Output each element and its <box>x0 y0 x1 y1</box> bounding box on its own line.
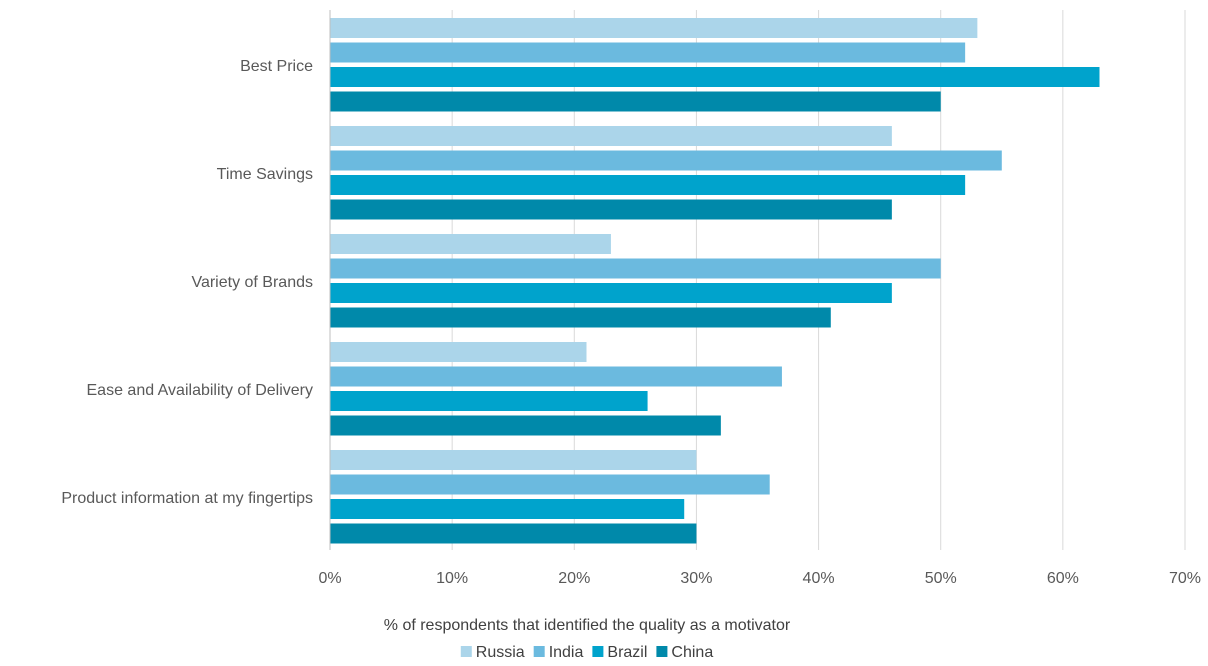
legend-swatch-russia <box>460 646 472 657</box>
bar-china <box>330 199 892 220</box>
bar-india <box>330 366 782 387</box>
bar-china <box>330 307 831 328</box>
legend-label-china: China <box>671 644 713 661</box>
bar-india <box>330 150 1002 171</box>
category-label: Time Savings <box>217 166 313 183</box>
x-tick-label: 10% <box>436 570 468 587</box>
bar-brazil <box>330 283 892 303</box>
x-tick-label: 20% <box>558 570 590 587</box>
bar-russia <box>330 18 978 38</box>
x-tick-label: 40% <box>803 570 835 587</box>
x-tick-label: 50% <box>925 570 957 587</box>
legend-swatch-brazil <box>592 646 604 657</box>
bar-russia <box>330 342 587 362</box>
x-tick-labels: 0% 10% 20% 30% 40% 50% 60% 70% <box>318 570 1201 587</box>
bar-brazil <box>330 391 648 411</box>
category-label: Best Price <box>240 58 313 75</box>
legend-label-india: India <box>549 644 584 661</box>
bar-india <box>330 474 770 495</box>
bar-china <box>330 91 941 112</box>
bar-russia <box>330 234 611 254</box>
x-tick-label: 60% <box>1047 570 1079 587</box>
x-tick-label: 70% <box>1169 570 1201 587</box>
legend-swatch-china <box>656 646 668 657</box>
bar-russia <box>330 450 697 470</box>
bar-brazil <box>330 67 1100 87</box>
bar-china <box>330 523 697 544</box>
x-tick-label: 30% <box>680 570 712 587</box>
category-label: Variety of Brands <box>191 274 313 291</box>
category-label: Product information at my fingertips <box>61 490 313 507</box>
legend-label-russia: Russia <box>476 644 525 661</box>
legend-label-brazil: Brazil <box>607 644 647 661</box>
bar-china <box>330 415 721 436</box>
x-axis-title: % of respondents that identified the qua… <box>384 617 791 634</box>
legend: Russia India Brazil China <box>460 644 713 661</box>
legend-swatch-india <box>533 646 545 657</box>
bar-india <box>330 42 966 63</box>
bar-brazil <box>330 499 685 519</box>
category-labels: Best Price Time Savings Variety of Brands E… <box>61 58 313 507</box>
bars <box>330 18 1100 544</box>
bar-brazil <box>330 175 966 195</box>
bar-india <box>330 258 941 279</box>
category-label: Ease and Availability of Delivery <box>87 382 314 399</box>
x-tick-label: 0% <box>318 570 341 587</box>
bar-russia <box>330 126 892 146</box>
